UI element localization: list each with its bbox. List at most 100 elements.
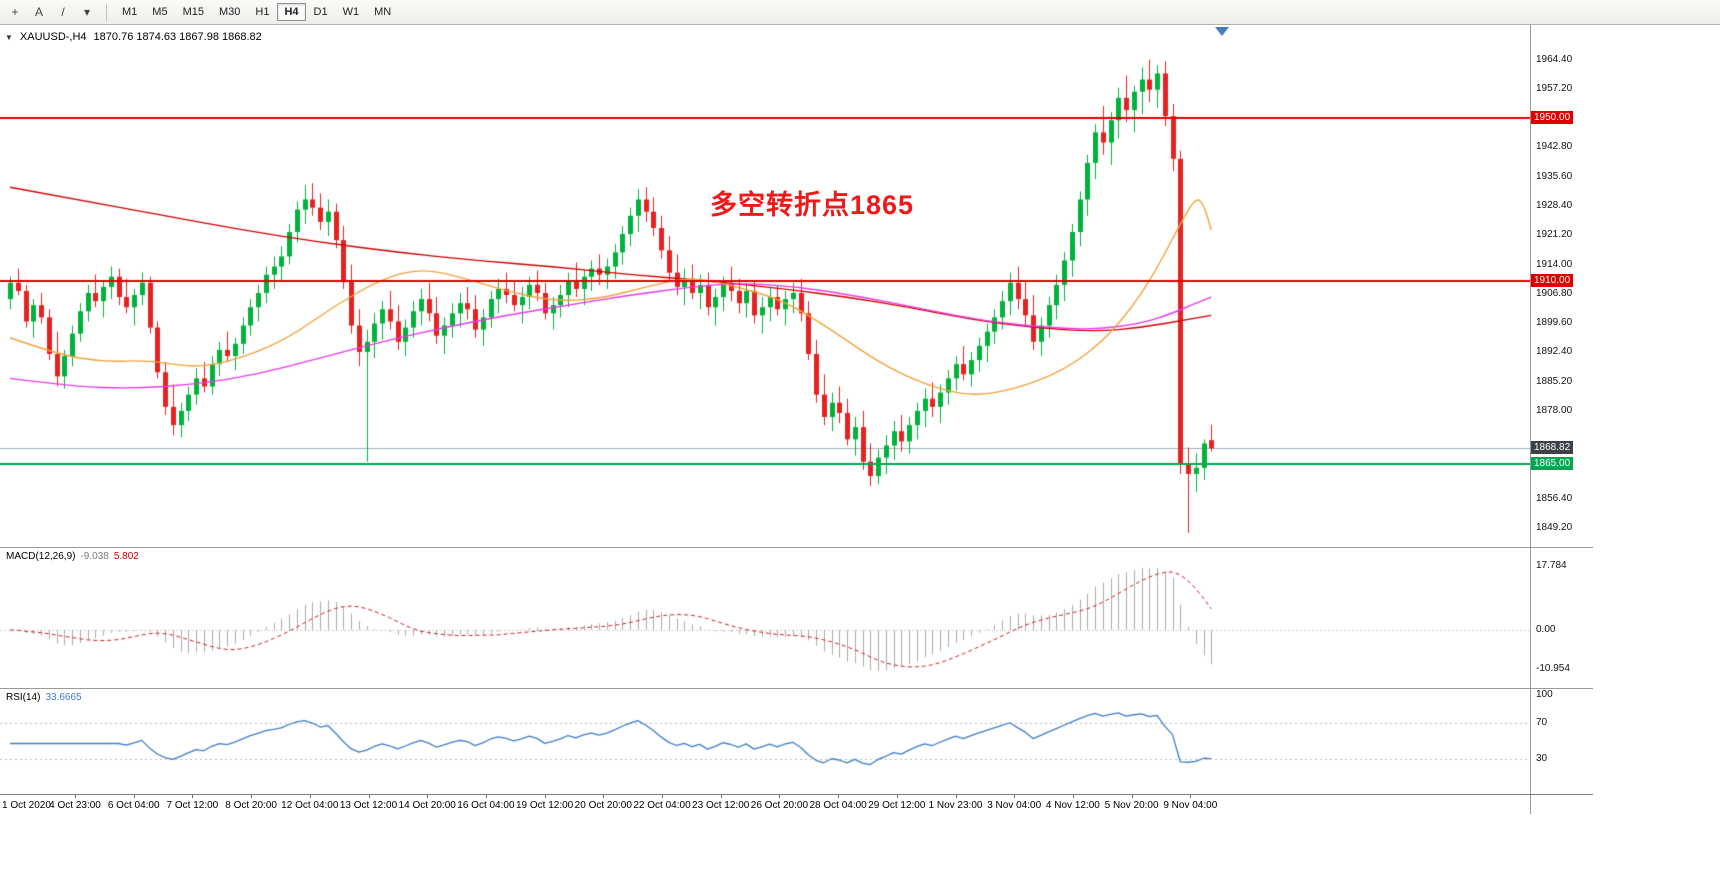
time-axis-tick bbox=[309, 795, 311, 798]
crosshair-tool-button[interactable]: + bbox=[11, 5, 19, 19]
rsi-axis-label: 100 bbox=[1536, 689, 1553, 700]
timeframe-button-h4[interactable]: H4 bbox=[277, 3, 306, 21]
time-axis-tick bbox=[720, 795, 722, 798]
price-tick-label: 1957.20 bbox=[1536, 82, 1573, 94]
macd-label: MACD(12,26,9) -9.038 5.802 bbox=[6, 551, 139, 562]
price-tick-label: 1928.40 bbox=[1536, 199, 1573, 211]
macd-axis-label: -10.954 bbox=[1536, 663, 1570, 675]
time-axis-label: 3 Nov 04:00 bbox=[987, 800, 1042, 811]
macd-axis[interactable]: 17.784 0.00 -10.954 bbox=[1530, 548, 1593, 688]
macd-axis-label: 17.784 bbox=[1536, 559, 1567, 571]
time-axis-tick bbox=[192, 795, 194, 798]
symbol-info: ▼ XAUUSD-,H4 1870.76 1874.63 1867.98 186… bbox=[5, 31, 262, 43]
text-label-tool-button[interactable]: A bbox=[34, 5, 43, 19]
price-tick-label: 1899.60 bbox=[1536, 317, 1573, 329]
time-axis-label: 4 Nov 12:00 bbox=[1045, 800, 1100, 811]
timeframe-button-m1[interactable]: M1 bbox=[122, 6, 138, 18]
price-tick-label: 1906.80 bbox=[1536, 287, 1573, 299]
time-axis-label: 14 Oct 20:00 bbox=[398, 800, 456, 811]
price-tick-label: 1892.40 bbox=[1536, 346, 1573, 358]
candlestick-chart[interactable] bbox=[0, 25, 1530, 547]
time-axis-tick bbox=[427, 795, 429, 798]
axis-corner bbox=[1530, 795, 1593, 814]
macd-axis-label: 0.00 bbox=[1536, 624, 1556, 635]
time-axis-tick bbox=[838, 795, 840, 798]
toolbar-separator bbox=[106, 3, 107, 21]
time-axis-tick bbox=[1014, 795, 1016, 798]
rsi-label: RSI(14) 33.6665 bbox=[6, 692, 82, 703]
drawing-tools-group: + A / ▾ bbox=[4, 2, 98, 22]
rsi-value: 33.6665 bbox=[45, 692, 82, 703]
time-axis-tick bbox=[955, 795, 957, 798]
time-axis-label: 9 Nov 04:00 bbox=[1163, 800, 1218, 811]
price-axis[interactable]: 1964.40 1957.20 1942.80 1935.60 1928.40 1921.… bbox=[1530, 25, 1593, 547]
time-axis-label: 5 Nov 20:00 bbox=[1104, 800, 1159, 811]
time-axis-label: 8 Oct 20:00 bbox=[225, 800, 277, 811]
hline-price-label: 1950.00 bbox=[1531, 111, 1574, 125]
time-axis-tick bbox=[368, 795, 370, 798]
rsi-axis-label: 30 bbox=[1536, 753, 1548, 765]
time-axis-tick bbox=[896, 795, 898, 798]
chart-shift-marker-icon[interactable] bbox=[1215, 27, 1229, 36]
time-axis-label: 29 Oct 12:00 bbox=[868, 800, 926, 811]
hline-price-label: 1865.00 bbox=[1531, 456, 1574, 470]
time-axis-label: 28 Oct 04:00 bbox=[809, 800, 867, 811]
time-axis-tick bbox=[779, 795, 781, 798]
time-axis-label: 22 Oct 04:00 bbox=[633, 800, 691, 811]
timeframe-button-d1[interactable]: D1 bbox=[313, 6, 328, 18]
time-axis-tick bbox=[485, 795, 487, 798]
main-chart-pane: ▼ XAUUSD-,H4 1870.76 1874.63 1867.98 186… bbox=[0, 25, 1530, 547]
price-tick-label: 1921.20 bbox=[1536, 229, 1573, 241]
rsi-pane: RSI(14) 33.6665 bbox=[0, 689, 1530, 794]
toolbar: + A / ▾ M1 M5 M15 M30 H1 H4 D1 W1 MN bbox=[0, 0, 1720, 25]
time-axis-tick bbox=[251, 795, 253, 798]
time-axis-label: 1 Oct 2020 bbox=[2, 800, 51, 811]
time-axis-label: 16 Oct 04:00 bbox=[457, 800, 515, 811]
draw-tools-dropdown-button[interactable]: ▾ bbox=[83, 5, 91, 19]
main-chart-row: ▼ XAUUSD-,H4 1870.76 1874.63 1867.98 186… bbox=[0, 25, 1593, 547]
price-tick-label: 1914.00 bbox=[1536, 258, 1573, 270]
price-tick-label: 1885.20 bbox=[1536, 375, 1573, 387]
price-tick-label: 1942.80 bbox=[1536, 141, 1573, 153]
timeframe-button-h1[interactable]: H1 bbox=[255, 6, 270, 18]
macd-signal-value: 5.802 bbox=[113, 551, 139, 562]
chart-annotation-text: 多空转折点1865 bbox=[710, 190, 915, 220]
timeframe-button-m30[interactable]: M30 bbox=[218, 6, 241, 18]
rsi-axis[interactable]: 100 70 30 bbox=[1530, 689, 1593, 794]
time-axis-label: 19 Oct 12:00 bbox=[515, 800, 574, 811]
time-axis-tick bbox=[1190, 795, 1192, 798]
time-axis-label: 6 Oct 04:00 bbox=[107, 800, 160, 811]
trendline-tool-button[interactable]: / bbox=[61, 5, 65, 19]
time-axis-tick bbox=[1131, 795, 1133, 798]
ohlc-values: 1870.76 1874.63 1867.98 1868.82 bbox=[93, 31, 262, 43]
time-axis-label: 12 Oct 04:00 bbox=[281, 800, 339, 811]
hline-price-label: 1910.00 bbox=[1531, 273, 1574, 287]
time-axis-label: 1 Nov 23:00 bbox=[928, 800, 983, 811]
price-tick-label: 1849.20 bbox=[1536, 521, 1573, 533]
current-price-label: 1868.82 bbox=[1531, 441, 1574, 455]
macd-chart[interactable] bbox=[0, 548, 1530, 688]
rsi-chart[interactable] bbox=[0, 689, 1530, 794]
timeframe-group: M1 M5 M15 M30 H1 H4 D1 W1 MN bbox=[115, 3, 398, 21]
chart-collapse-arrow[interactable]: ▼ bbox=[5, 32, 13, 42]
time-axis-label: 26 Oct 20:00 bbox=[750, 800, 809, 811]
rsi-indicator-row: RSI(14) 33.6665 100 70 30 bbox=[0, 688, 1593, 794]
timeframe-button-mn[interactable]: MN bbox=[374, 6, 392, 18]
price-tick-label: 1856.40 bbox=[1536, 492, 1573, 504]
timeframe-button-m15[interactable]: M15 bbox=[182, 6, 204, 18]
macd-indicator-row: MACD(12,26,9) -9.038 5.802 17.784 0.00 -10… bbox=[0, 547, 1593, 688]
time-axis-tick bbox=[603, 795, 605, 798]
time-axis-label: 4 Oct 23:00 bbox=[49, 800, 101, 811]
symbol-title: XAUUSD-,H4 bbox=[19, 31, 87, 43]
time-axis-tick bbox=[1072, 795, 1074, 798]
timeframe-button-m5[interactable]: M5 bbox=[152, 6, 168, 18]
price-tick-label: 1964.40 bbox=[1536, 53, 1573, 65]
time-axis-label: 23 Oct 12:00 bbox=[692, 800, 750, 811]
time-axis-row: 1 Oct 2020 4 Oct 23:00 6 Oct 04:00 7 Oct 12… bbox=[0, 794, 1593, 814]
time-axis[interactable]: 1 Oct 2020 4 Oct 23:00 6 Oct 04:00 7 Oct 12… bbox=[0, 795, 1530, 814]
time-axis-tick bbox=[544, 795, 546, 798]
time-axis-label: 13 Oct 12:00 bbox=[339, 800, 398, 811]
time-axis-tick bbox=[662, 795, 663, 798]
timeframe-button-w1[interactable]: W1 bbox=[342, 6, 360, 18]
